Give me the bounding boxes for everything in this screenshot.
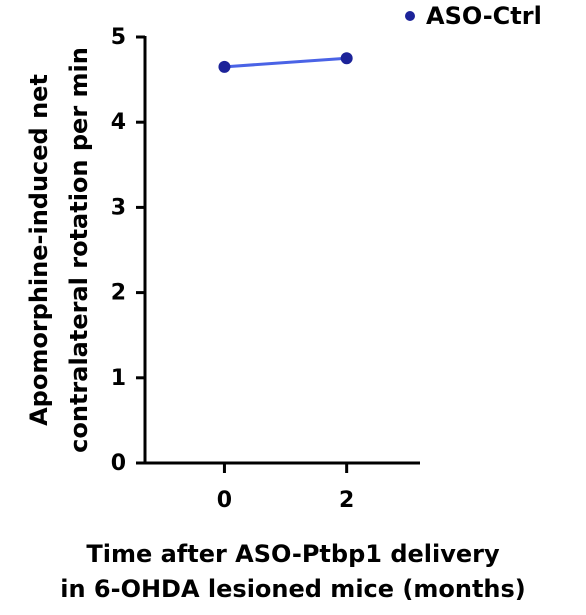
x-tick-label: 0 [217,488,232,513]
data-line [224,56,347,69]
y-tick-label: 0 [111,451,126,476]
data-point [218,60,231,73]
legend-marker [405,11,415,21]
y-axis-label: contralateral rotation per min [65,47,93,453]
data-point [340,52,353,65]
y-axis-label: Apomorphine-induced net [25,74,53,426]
legend-label: ASO-Ctrl [426,2,542,30]
x-axis-label: in 6-OHDA lesioned mice (months) [60,575,526,603]
y-tick-label: 5 [111,25,126,50]
y-tick-label: 1 [111,366,126,391]
y-tick-label: 4 [111,110,126,135]
x-tick-label: 2 [339,488,354,513]
y-tick-label: 2 [111,281,126,306]
y-tick-label: 3 [111,195,126,220]
x-axis-label: Time after ASO-Ptbp1 delivery [86,540,500,568]
